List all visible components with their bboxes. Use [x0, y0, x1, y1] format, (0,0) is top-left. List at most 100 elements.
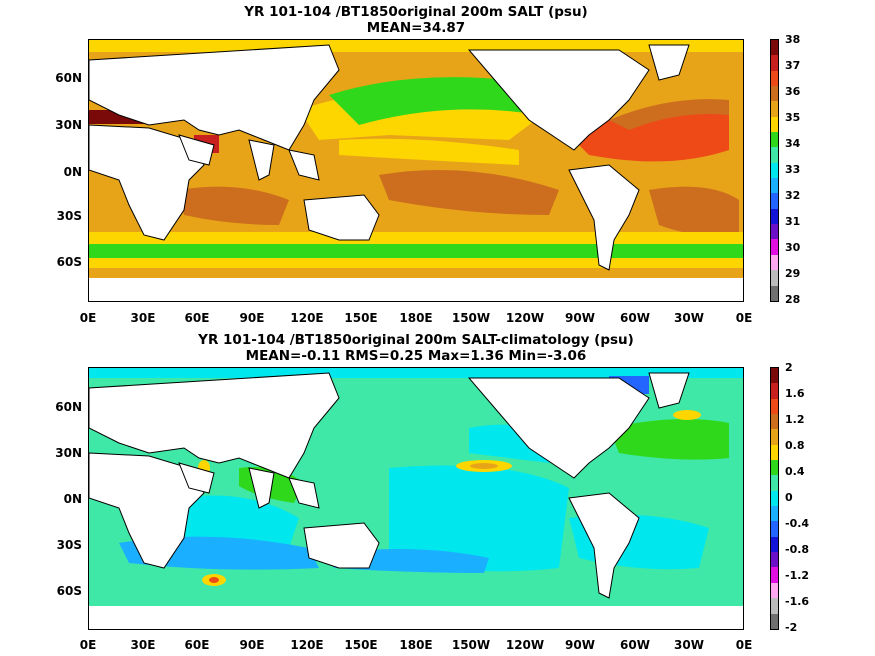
bottom-lon-label: 180E — [399, 638, 433, 652]
bottom-colorbar-label: 0 — [785, 491, 793, 504]
bottom-lat-60s: 60S — [56, 584, 82, 598]
top-lon-label: 0E — [735, 311, 753, 325]
top-colorbar-label: 38 — [785, 33, 801, 46]
top-lon-label: 90E — [239, 311, 265, 325]
colorbar-swatch — [771, 55, 778, 71]
top-lon-label: 150E — [344, 311, 378, 325]
top-panel-title: YR 101-104 /BT1850original 200m SALT (ps… — [244, 4, 588, 20]
bottom-colorbar-label: 1.6 — [785, 387, 805, 400]
bottom-lon-label: 90E — [239, 638, 265, 652]
bottom-lat-0n: 0N — [63, 492, 82, 506]
top-lat-60s: 60S — [56, 255, 82, 269]
colorbar-swatch — [771, 552, 778, 568]
bottom-lon-label: 0E — [735, 638, 753, 652]
colorbar-swatch — [771, 460, 778, 476]
top-salinity-map — [88, 39, 744, 302]
colorbar-swatch — [771, 536, 778, 553]
top-lat-60n: 60N — [55, 71, 82, 85]
colorbar-swatch — [771, 239, 778, 255]
top-lon-label: 60E — [184, 311, 210, 325]
top-colorbar-label: 36 — [785, 85, 801, 98]
colorbar-swatch — [771, 582, 778, 599]
colorbar-swatch — [771, 444, 778, 461]
colorbar-swatch — [771, 132, 778, 148]
bottom-lon-label: 60E — [184, 638, 210, 652]
top-lon-label: 30W — [674, 311, 704, 325]
bottom-lon-label: 120E — [290, 638, 324, 652]
bottom-panel-stats: MEAN=-0.11 RMS=0.25 Max=1.36 Min=-3.06 — [245, 348, 587, 364]
bottom-colorbar-label: 2 — [785, 361, 793, 374]
bottom-colorbar-label: 0.8 — [785, 439, 805, 452]
top-colorbar-label: 31 — [785, 215, 801, 228]
top-lon-label: 150W — [451, 311, 491, 325]
top-lon-label: 30E — [130, 311, 156, 325]
colorbar-swatch — [771, 521, 778, 537]
top-colorbar-label: 28 — [785, 293, 801, 306]
colorbar-swatch — [771, 147, 778, 163]
top-lat-30s: 30S — [56, 209, 82, 223]
top-colorbar-label: 34 — [785, 137, 801, 150]
colorbar-swatch — [771, 398, 778, 415]
bottom-colorbar-label: -1.6 — [785, 595, 810, 608]
colorbar-swatch — [771, 475, 778, 491]
bottom-colorbar — [770, 367, 779, 630]
top-lon-label: 120W — [505, 311, 545, 325]
colorbar-swatch — [771, 86, 778, 102]
top-colorbar-label: 37 — [785, 59, 801, 72]
colorbar-swatch — [771, 254, 778, 271]
colorbar-swatch — [771, 40, 778, 56]
colorbar-swatch — [771, 178, 778, 194]
top-lon-label: 180E — [399, 311, 433, 325]
bottom-lon-label: 30E — [130, 638, 156, 652]
colorbar-swatch — [771, 490, 778, 507]
top-panel-mean: MEAN=34.87 — [366, 20, 466, 36]
top-colorbar — [770, 39, 779, 302]
bottom-lon-label: 0E — [79, 638, 97, 652]
colorbar-swatch — [771, 285, 778, 301]
colorbar-swatch — [771, 70, 778, 87]
colorbar-swatch — [771, 208, 778, 225]
top-lat-30n: 30N — [55, 118, 82, 132]
bottom-colorbar-label: -0.8 — [785, 543, 810, 556]
top-colorbar-label: 30 — [785, 241, 801, 254]
bottom-lon-label: 150W — [451, 638, 491, 652]
bottom-lat-60n: 60N — [55, 400, 82, 414]
colorbar-swatch — [771, 116, 778, 133]
bottom-lat-30n: 30N — [55, 446, 82, 460]
colorbar-swatch — [771, 414, 778, 430]
top-lon-label: 0E — [79, 311, 97, 325]
bottom-lat-30s: 30S — [56, 538, 82, 552]
top-lon-label: 120E — [290, 311, 324, 325]
bottom-colorbar-label: -0.4 — [785, 517, 810, 530]
top-map-canvas — [89, 40, 743, 301]
bottom-colorbar-label: 1.2 — [785, 413, 805, 426]
colorbar-swatch — [771, 270, 778, 286]
bottom-lon-label: 90W — [565, 638, 595, 652]
bottom-lon-label: 120W — [505, 638, 545, 652]
top-colorbar-label: 29 — [785, 267, 801, 280]
colorbar-swatch — [771, 224, 778, 240]
top-colorbar-label: 32 — [785, 189, 801, 202]
bottom-map-canvas — [89, 368, 743, 629]
bottom-colorbar-label: -1.2 — [785, 569, 810, 582]
colorbar-swatch — [771, 193, 778, 209]
colorbar-swatch — [771, 368, 778, 384]
colorbar-swatch — [771, 429, 778, 445]
top-lon-label: 90W — [565, 311, 595, 325]
colorbar-swatch — [771, 506, 778, 522]
top-lon-label: 60W — [620, 311, 650, 325]
colorbar-swatch — [771, 613, 778, 629]
top-colorbar-label: 35 — [785, 111, 801, 124]
bottom-colorbar-label: -2 — [785, 621, 798, 634]
colorbar-swatch — [771, 598, 778, 614]
colorbar-swatch — [771, 101, 778, 117]
top-lat-0n: 0N — [63, 165, 82, 179]
top-colorbar-label: 33 — [785, 163, 801, 176]
bottom-panel-title: YR 101-104 /BT1850original 200m SALT-cli… — [198, 332, 634, 348]
bottom-lon-label: 30W — [674, 638, 704, 652]
colorbar-swatch — [771, 383, 778, 399]
bottom-anomaly-map — [88, 367, 744, 630]
bottom-lon-label: 150E — [344, 638, 378, 652]
colorbar-swatch — [771, 567, 778, 583]
bottom-colorbar-label: 0.4 — [785, 465, 805, 478]
